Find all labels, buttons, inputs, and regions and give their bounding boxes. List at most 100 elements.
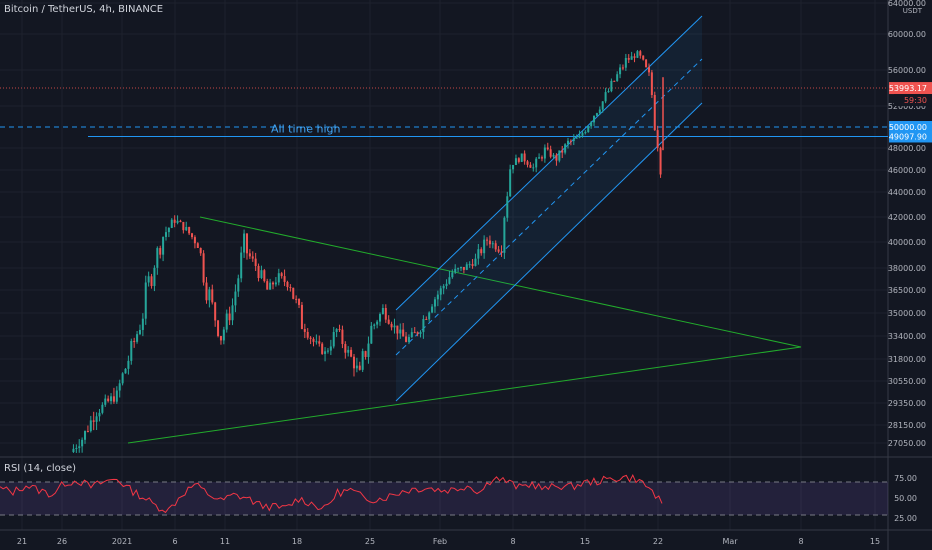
- candle-body: [604, 92, 607, 102]
- candle-body: [584, 132, 587, 134]
- candle-body: [185, 227, 188, 231]
- candle-body: [370, 325, 373, 344]
- candle-body: [595, 113, 598, 116]
- candle-body: [280, 273, 283, 277]
- candle-body: [572, 138, 575, 142]
- candle-body: [147, 276, 150, 283]
- candle-body: [326, 350, 329, 352]
- candle-body: [112, 396, 115, 402]
- candle-body: [159, 248, 162, 255]
- candle-body: [191, 233, 194, 238]
- candle-body: [630, 56, 633, 60]
- candle-body: [315, 341, 318, 343]
- triangle-upper-line: [199, 216, 802, 348]
- time-tick-label: 6: [172, 537, 177, 546]
- candle-body: [593, 115, 596, 123]
- price-tick-label: 29350.00: [888, 399, 926, 408]
- candle-body: [115, 390, 118, 402]
- candle-body: [520, 153, 523, 162]
- candle-body: [393, 325, 396, 328]
- candle-body: [219, 336, 222, 341]
- candle-body: [506, 196, 509, 218]
- price-tick-label: 52000.00: [888, 102, 926, 111]
- channel-fill: [396, 16, 702, 401]
- candle-body: [208, 289, 211, 301]
- candle-body: [144, 282, 147, 319]
- candle-body: [75, 447, 78, 449]
- candle-body: [176, 220, 179, 223]
- candle-body: [193, 237, 196, 244]
- candle-body: [289, 287, 292, 289]
- candle-body: [332, 331, 335, 347]
- time-tick-label: 2021: [112, 537, 132, 546]
- candle-body: [636, 51, 639, 58]
- candle-body: [575, 137, 578, 139]
- candle-body: [564, 144, 567, 153]
- candle-body: [561, 150, 564, 153]
- candle-body: [454, 268, 457, 273]
- countdown-label: 59:30: [904, 96, 927, 105]
- candle-body: [95, 416, 98, 422]
- candle-body: [78, 446, 81, 448]
- currency-label: USDT: [903, 7, 923, 15]
- candle-body: [243, 233, 246, 253]
- candle-body: [277, 273, 280, 283]
- candle-body: [590, 122, 593, 127]
- candle-body: [162, 236, 165, 255]
- candle-body: [653, 94, 656, 131]
- candle-body: [610, 80, 613, 92]
- candle-body: [367, 343, 370, 358]
- candle-body: [295, 298, 298, 300]
- candle-body: [428, 312, 431, 320]
- candle-body: [494, 243, 497, 250]
- candle-body: [292, 287, 295, 299]
- price-axis[interactable]: 64000.00 60000.00 56000.00 52000.00 48000.00…: [888, 0, 932, 523]
- candle-body: [477, 249, 480, 259]
- time-tick-label: 22: [653, 537, 663, 546]
- candle-body: [107, 398, 110, 402]
- candle-body: [324, 351, 327, 354]
- candle-body: [138, 329, 141, 335]
- candle-body: [309, 337, 312, 339]
- price-tick-label: 48000.00: [888, 144, 926, 153]
- candle-body: [468, 264, 471, 266]
- time-axis[interactable]: 21 26 2021 6 11 18 25 Feb 8 15 22 Mar 8 15: [17, 537, 880, 546]
- price-tick-label: 60000.00: [888, 30, 926, 39]
- time-tick-label: 26: [57, 537, 67, 546]
- candle-body: [381, 308, 384, 315]
- candle-body: [222, 329, 225, 341]
- candle-body: [286, 281, 289, 288]
- candle-body: [341, 329, 344, 345]
- current-price-label: 53993.17: [889, 84, 927, 93]
- candle-body: [352, 356, 355, 369]
- candle-body: [413, 332, 416, 334]
- price-tick-label: 28150.00: [888, 421, 926, 430]
- candle-body: [124, 368, 127, 374]
- candle-body: [321, 343, 324, 354]
- candle-body: [335, 329, 338, 332]
- candle-body: [86, 431, 89, 433]
- candle-body: [503, 217, 506, 253]
- candle-body: [538, 157, 541, 159]
- time-tick-label: 8: [798, 537, 803, 546]
- candle-body: [480, 249, 483, 254]
- candle-body: [379, 314, 382, 322]
- candle-body: [546, 147, 549, 150]
- candle-body: [488, 240, 491, 245]
- candle-body: [433, 299, 436, 307]
- candle-body: [451, 272, 454, 278]
- rsi-band: [0, 482, 888, 515]
- candle-body: [517, 158, 520, 162]
- rsi-indicator-label[interactable]: RSI (14, close): [4, 463, 77, 474]
- rsi-tick-label: 75.00: [894, 474, 917, 483]
- candle-body: [459, 266, 463, 269]
- candle-body: [127, 360, 130, 369]
- candle-body: [422, 318, 425, 333]
- candle-body: [402, 329, 405, 337]
- candle-body: [89, 420, 92, 432]
- price-tick-label: 36500.00: [888, 286, 926, 295]
- candle-body: [462, 266, 465, 270]
- time-tick-label: 18: [292, 537, 302, 546]
- candle-body: [248, 253, 251, 257]
